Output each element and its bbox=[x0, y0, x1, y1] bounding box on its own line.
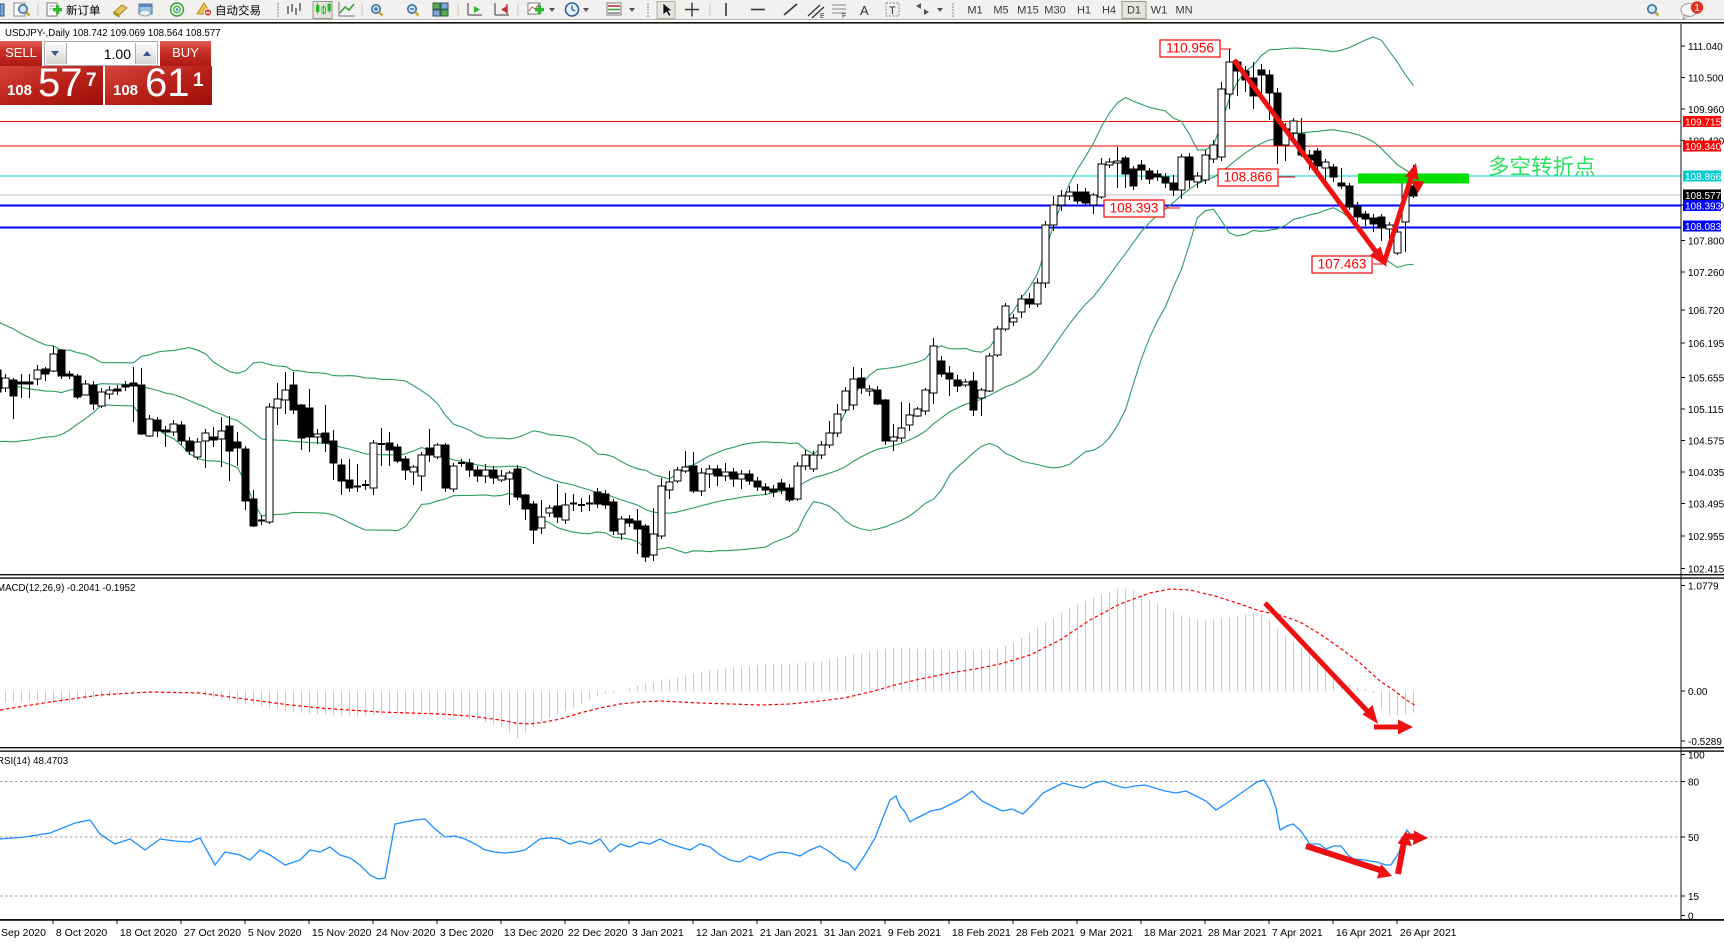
svg-text:-0.5289: -0.5289 bbox=[1688, 737, 1722, 748]
svg-text:8 Oct 2020: 8 Oct 2020 bbox=[56, 927, 108, 939]
svg-text:12 Jan 2021: 12 Jan 2021 bbox=[696, 927, 754, 939]
svg-text:108.083: 108.083 bbox=[1685, 222, 1722, 233]
svg-text:E: E bbox=[820, 13, 825, 20]
svg-text:1.0779: 1.0779 bbox=[1688, 582, 1719, 593]
svg-text:108.866: 108.866 bbox=[1685, 172, 1722, 183]
svg-text:111.040: 111.040 bbox=[1688, 42, 1723, 53]
svg-text:M15: M15 bbox=[1017, 5, 1038, 17]
svg-text:15 Nov 2020: 15 Nov 2020 bbox=[312, 927, 372, 939]
svg-text:28 Feb 2021: 28 Feb 2021 bbox=[1016, 927, 1075, 939]
svg-text:24 Nov 2020: 24 Nov 2020 bbox=[376, 927, 436, 939]
svg-text:28 Mar 2021: 28 Mar 2021 bbox=[1208, 927, 1267, 939]
svg-text:1: 1 bbox=[1694, 2, 1700, 14]
svg-text:15: 15 bbox=[1688, 892, 1700, 903]
svg-text:0: 0 bbox=[1688, 912, 1694, 923]
svg-text:D1: D1 bbox=[1127, 5, 1141, 17]
svg-text:M5: M5 bbox=[993, 5, 1008, 17]
svg-text:0.00: 0.00 bbox=[1688, 687, 1708, 698]
svg-text:107.800: 107.800 bbox=[1688, 237, 1724, 248]
svg-text:3 Jan 2021: 3 Jan 2021 bbox=[632, 927, 684, 939]
svg-text:5 Nov 2020: 5 Nov 2020 bbox=[248, 927, 302, 939]
svg-text:100: 100 bbox=[1688, 751, 1705, 762]
svg-text:MN: MN bbox=[1175, 5, 1192, 17]
svg-text:102.415: 102.415 bbox=[1688, 565, 1724, 576]
svg-text:7 Apr 2021: 7 Apr 2021 bbox=[1272, 927, 1323, 939]
svg-text:105.655: 105.655 bbox=[1688, 373, 1724, 384]
svg-text:108.393: 108.393 bbox=[1685, 202, 1722, 213]
svg-text:USDJPY-,Daily 108.742 109.069: USDJPY-,Daily 108.742 109.069 108.564 10… bbox=[5, 28, 221, 39]
svg-text:9 Feb 2021: 9 Feb 2021 bbox=[888, 927, 941, 939]
svg-text:W1: W1 bbox=[1151, 5, 1168, 17]
svg-text:31 Jan 2021: 31 Jan 2021 bbox=[824, 927, 882, 939]
svg-text:3 Dec 2020: 3 Dec 2020 bbox=[440, 927, 494, 939]
svg-text:27 Oct 2020: 27 Oct 2020 bbox=[184, 927, 241, 939]
svg-text:18 Mar 2021: 18 Mar 2021 bbox=[1144, 927, 1203, 939]
svg-text:105.115: 105.115 bbox=[1688, 405, 1724, 416]
svg-text:M1: M1 bbox=[967, 5, 982, 17]
svg-text:RSI(14) 48.4703: RSI(14) 48.4703 bbox=[0, 756, 68, 767]
svg-text:50: 50 bbox=[1688, 833, 1700, 844]
svg-text:103.495: 103.495 bbox=[1688, 499, 1724, 510]
svg-text:109.340: 109.340 bbox=[1685, 142, 1722, 153]
svg-text:108.866: 108.866 bbox=[1224, 170, 1273, 185]
svg-text:21 Jan 2021: 21 Jan 2021 bbox=[760, 927, 818, 939]
svg-text:22 Dec 2020: 22 Dec 2020 bbox=[568, 927, 628, 939]
svg-text:MACD(12,26,9) -0.2041 -0.1952: MACD(12,26,9) -0.2041 -0.1952 bbox=[0, 583, 135, 594]
svg-text:109.960: 109.960 bbox=[1688, 105, 1724, 116]
svg-text:F: F bbox=[842, 13, 846, 20]
svg-text:80: 80 bbox=[1688, 778, 1700, 789]
svg-text:108.393: 108.393 bbox=[1110, 201, 1159, 216]
svg-text:9 Mar 2021: 9 Mar 2021 bbox=[1080, 927, 1133, 939]
svg-text:108.577: 108.577 bbox=[1685, 191, 1722, 202]
svg-text:110.500: 110.500 bbox=[1688, 73, 1724, 84]
svg-text:106.720: 106.720 bbox=[1688, 306, 1724, 317]
svg-text:18 Feb 2021: 18 Feb 2021 bbox=[952, 927, 1011, 939]
svg-text:109.715: 109.715 bbox=[1685, 118, 1722, 129]
svg-text:107.463: 107.463 bbox=[1318, 257, 1367, 272]
svg-text:18 Oct 2020: 18 Oct 2020 bbox=[120, 927, 177, 939]
svg-text:T: T bbox=[889, 5, 896, 17]
svg-text:102.955: 102.955 bbox=[1688, 532, 1724, 543]
svg-text:26 Apr 2021: 26 Apr 2021 bbox=[1400, 927, 1457, 939]
svg-text:107.260: 107.260 bbox=[1688, 268, 1724, 279]
svg-text:104.575: 104.575 bbox=[1688, 436, 1724, 447]
svg-text:106.195: 106.195 bbox=[1688, 339, 1724, 350]
svg-text:H4: H4 bbox=[1102, 5, 1116, 17]
svg-text:H1: H1 bbox=[1077, 5, 1091, 17]
svg-text:104.035: 104.035 bbox=[1688, 468, 1724, 479]
svg-text:110.956: 110.956 bbox=[1166, 41, 1214, 56]
svg-text:16 Apr 2021: 16 Apr 2021 bbox=[1336, 927, 1393, 939]
svg-text:M30: M30 bbox=[1044, 5, 1065, 17]
svg-text:A: A bbox=[860, 3, 869, 18]
svg-text:Sep 2020: Sep 2020 bbox=[1, 927, 46, 939]
svg-text:13 Dec 2020: 13 Dec 2020 bbox=[504, 927, 564, 939]
